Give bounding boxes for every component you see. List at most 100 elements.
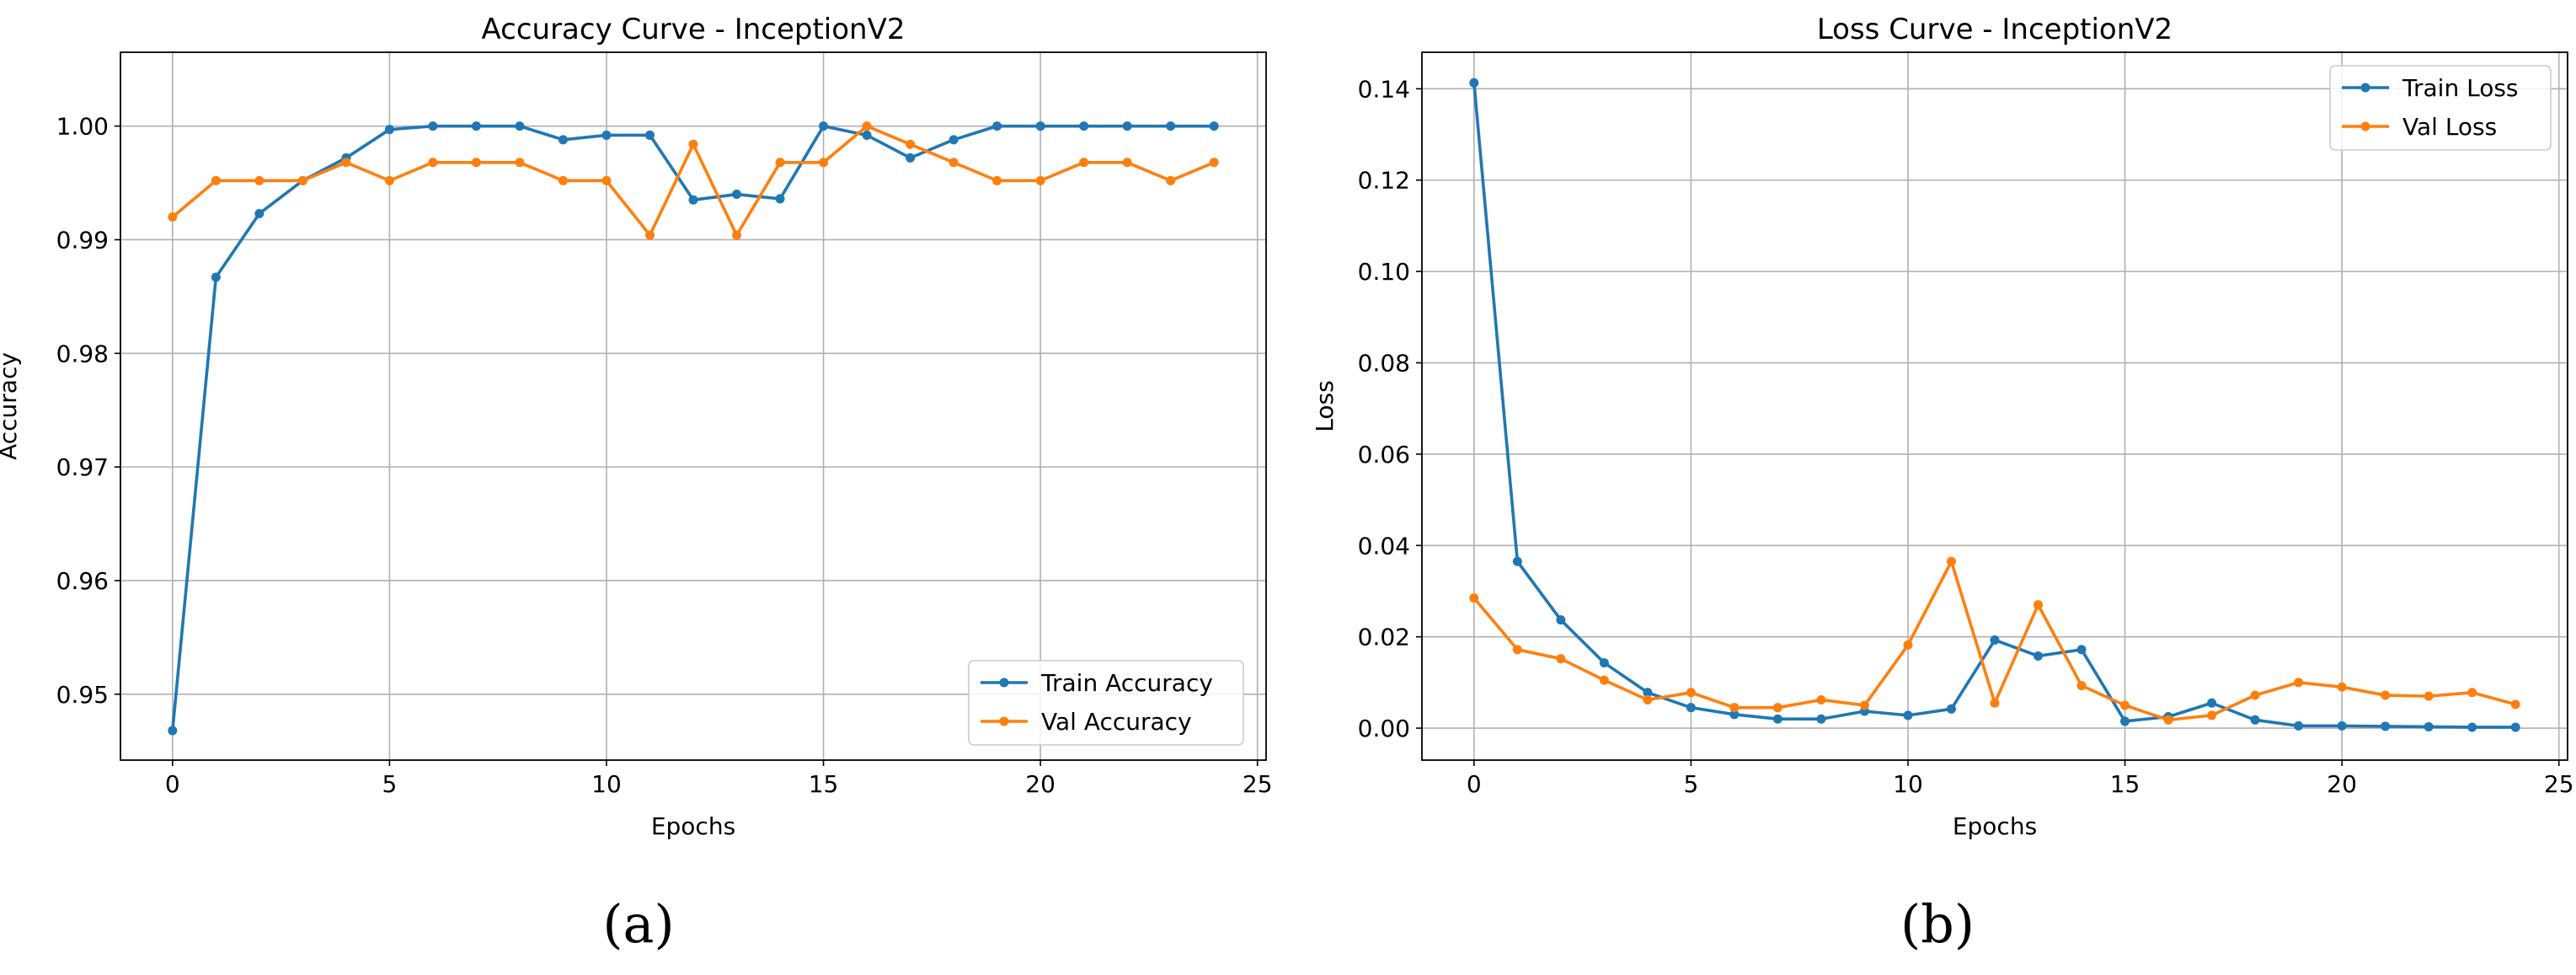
y-tick-label-5: 0.10 [1358, 258, 1410, 286]
data-point-val-accuracy-3 [297, 175, 307, 185]
data-point-train-accuracy-23 [1166, 121, 1176, 131]
data-point-train-accuracy-0 [168, 726, 178, 736]
data-point-train-accuracy-22 [1122, 121, 1132, 131]
y-axis-label: Loss [1311, 380, 1339, 431]
data-point-train-accuracy-15 [819, 121, 829, 131]
data-point-train-accuracy-7 [471, 121, 481, 131]
y-tick-label-2: 0.97 [56, 453, 109, 481]
x-tick-label-5: 25 [2544, 770, 2574, 798]
data-point-val-accuracy-2 [254, 175, 265, 185]
data-point-val-accuracy-12 [688, 139, 698, 149]
data-point-train-accuracy-14 [775, 194, 785, 204]
data-point-val-loss-6 [1729, 703, 1740, 713]
data-point-train-loss-17 [2207, 698, 2217, 708]
data-point-val-accuracy-0 [168, 212, 178, 222]
data-point-train-loss-7 [1772, 714, 1782, 724]
data-point-val-accuracy-20 [1035, 175, 1045, 185]
data-point-val-loss-11 [1946, 556, 1956, 566]
legend-label-train-loss: Train Loss [2402, 74, 2519, 102]
data-point-val-loss-7 [1772, 703, 1782, 713]
data-point-train-loss-11 [1946, 704, 1956, 714]
data-point-train-loss-4 [1643, 688, 1653, 698]
data-point-val-accuracy-6 [428, 158, 438, 168]
data-point-train-accuracy-10 [601, 130, 612, 140]
data-point-train-accuracy-12 [688, 195, 698, 205]
caption-a: (a) [602, 893, 675, 955]
data-point-train-loss-10 [1903, 710, 1913, 721]
y-tick-label-0: 0.95 [56, 681, 109, 709]
data-point-train-loss-15 [2120, 716, 2130, 726]
data-point-val-loss-8 [1816, 694, 1826, 704]
data-point-val-loss-21 [2381, 690, 2391, 700]
data-point-val-accuracy-22 [1122, 158, 1132, 168]
data-point-train-accuracy-1 [211, 272, 221, 282]
data-point-train-accuracy-16 [862, 130, 872, 140]
plot-frame [1421, 51, 2568, 761]
legend-label-train-accuracy: Train Accuracy [1040, 669, 1213, 697]
data-point-val-accuracy-19 [992, 175, 1002, 185]
data-point-val-loss-22 [2424, 691, 2434, 701]
y-tick-label-6: 0.12 [1358, 167, 1410, 195]
y-tick-label-0: 0.00 [1358, 715, 1410, 742]
chart-title: Accuracy Curve - InceptionV2 [481, 13, 905, 46]
x-tick-label-1: 5 [382, 770, 397, 798]
data-point-val-accuracy-15 [819, 158, 829, 168]
y-tick-label-7: 0.14 [1358, 75, 1410, 103]
data-point-val-accuracy-5 [384, 175, 394, 185]
data-point-val-loss-13 [2034, 600, 2044, 610]
data-point-val-loss-24 [2510, 699, 2520, 710]
data-point-train-loss-2 [1556, 615, 1566, 625]
data-point-train-accuracy-13 [732, 190, 742, 200]
data-point-train-loss-21 [2381, 721, 2391, 731]
data-point-train-accuracy-21 [1079, 121, 1089, 131]
data-point-val-loss-19 [2294, 678, 2304, 688]
data-point-val-loss-5 [1686, 688, 1696, 698]
data-point-train-accuracy-9 [558, 135, 568, 145]
data-point-train-accuracy-17 [906, 153, 916, 163]
data-point-val-accuracy-7 [471, 158, 481, 168]
legend-label-val-accuracy: Val Accuracy [1041, 708, 1192, 736]
data-point-train-loss-3 [1599, 658, 1609, 668]
data-point-val-accuracy-23 [1166, 175, 1176, 185]
data-point-val-accuracy-4 [341, 158, 351, 168]
data-point-val-loss-23 [2467, 688, 2477, 698]
legend-box [968, 660, 1244, 746]
data-point-train-loss-24 [2510, 722, 2520, 732]
data-point-val-accuracy-21 [1079, 158, 1089, 168]
chart-title: Loss Curve - InceptionV2 [1817, 13, 2172, 46]
data-point-train-loss-20 [2337, 721, 2347, 731]
x-tick-label-0: 0 [165, 770, 180, 798]
x-tick-label-0: 0 [1467, 770, 1482, 798]
x-tick-label-1: 5 [1683, 770, 1698, 798]
data-point-val-accuracy-18 [949, 158, 959, 168]
y-tick-label-2: 0.04 [1358, 532, 1410, 560]
data-point-val-loss-2 [1556, 654, 1566, 664]
y-tick-label-4: 0.99 [56, 226, 109, 254]
data-point-val-loss-1 [1512, 645, 1522, 655]
data-point-val-accuracy-24 [1209, 158, 1219, 168]
data-point-train-loss-18 [2250, 715, 2260, 725]
data-point-train-loss-1 [1512, 556, 1522, 566]
legend-marker-train-accuracy [999, 678, 1009, 688]
x-tick-label-2: 10 [1893, 770, 1923, 798]
legend-marker-val-loss [2360, 121, 2370, 131]
x-tick-label-5: 25 [1243, 770, 1273, 798]
data-point-train-loss-19 [2294, 721, 2304, 731]
data-point-train-loss-12 [1990, 635, 2000, 645]
x-axis-label: Epochs [1953, 812, 2037, 840]
data-point-val-accuracy-11 [644, 230, 655, 240]
y-axis-label: Accuracy [0, 352, 22, 460]
data-point-val-accuracy-8 [515, 158, 525, 168]
plot-frame [120, 51, 1267, 761]
data-point-val-loss-3 [1599, 675, 1609, 685]
series-line-train-accuracy [171, 124, 1215, 731]
x-tick-label-2: 10 [591, 770, 622, 798]
data-point-train-accuracy-2 [254, 208, 265, 218]
x-tick-label-4: 20 [1025, 770, 1056, 798]
y-tick-label-4: 0.08 [1358, 350, 1410, 378]
data-point-val-loss-16 [2163, 715, 2173, 725]
x-tick-label-3: 15 [2110, 770, 2140, 798]
data-point-val-accuracy-14 [775, 158, 785, 168]
data-point-val-loss-12 [1990, 698, 2000, 708]
data-point-train-accuracy-24 [1209, 121, 1219, 131]
